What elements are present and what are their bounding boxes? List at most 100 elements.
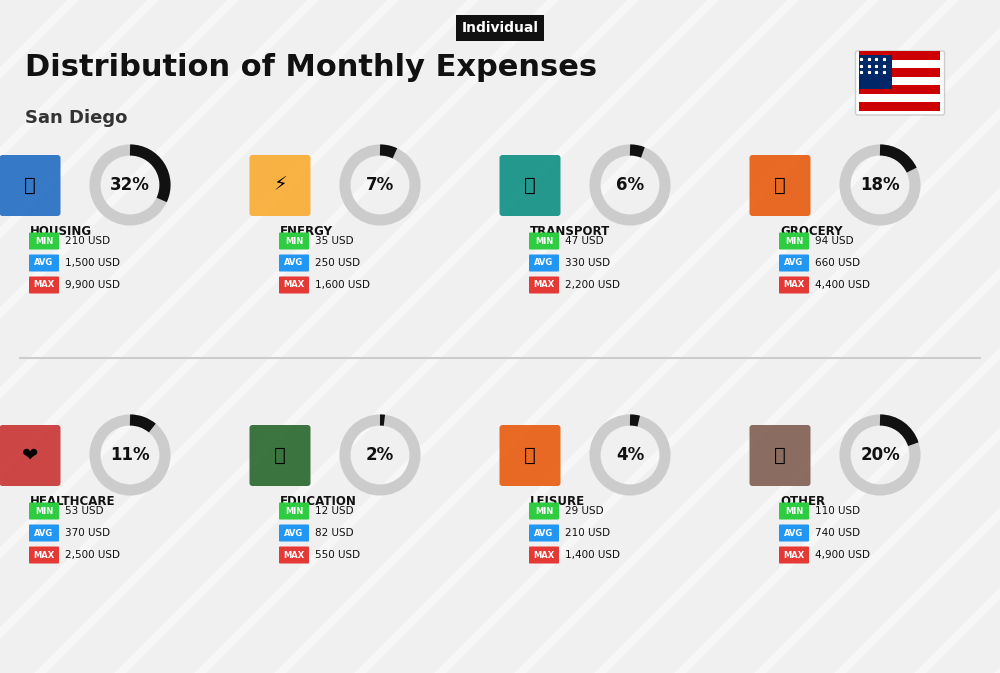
- Text: AVG: AVG: [534, 258, 554, 267]
- Text: 32%: 32%: [110, 176, 150, 194]
- FancyBboxPatch shape: [859, 85, 940, 94]
- Text: ❤: ❤: [22, 446, 38, 464]
- Text: GROCERY: GROCERY: [780, 225, 842, 238]
- Text: 4,900 USD: 4,900 USD: [815, 550, 870, 560]
- FancyBboxPatch shape: [29, 503, 59, 520]
- Text: 1,600 USD: 1,600 USD: [315, 280, 370, 290]
- Text: AVG: AVG: [34, 528, 54, 538]
- FancyBboxPatch shape: [0, 425, 61, 486]
- Text: 35 USD: 35 USD: [315, 236, 354, 246]
- FancyBboxPatch shape: [29, 254, 59, 271]
- FancyBboxPatch shape: [499, 425, 560, 486]
- FancyBboxPatch shape: [779, 254, 809, 271]
- Text: ⚡: ⚡: [273, 176, 287, 194]
- FancyBboxPatch shape: [529, 232, 559, 250]
- FancyBboxPatch shape: [279, 546, 309, 563]
- Text: 6%: 6%: [616, 176, 644, 194]
- Text: Distribution of Monthly Expenses: Distribution of Monthly Expenses: [25, 53, 597, 83]
- Text: 110 USD: 110 USD: [815, 506, 860, 516]
- Text: 1,500 USD: 1,500 USD: [65, 258, 120, 268]
- FancyBboxPatch shape: [859, 60, 940, 68]
- Text: MAX: MAX: [783, 551, 805, 559]
- Text: 🎓: 🎓: [274, 446, 286, 464]
- Text: 🛒: 🛒: [774, 176, 786, 194]
- Text: HEALTHCARE: HEALTHCARE: [30, 495, 116, 508]
- Text: Individual: Individual: [462, 21, 538, 35]
- Text: AVG: AVG: [784, 528, 804, 538]
- Text: MAX: MAX: [533, 551, 555, 559]
- Text: AVG: AVG: [284, 258, 304, 267]
- Text: HOUSING: HOUSING: [30, 225, 92, 238]
- FancyBboxPatch shape: [529, 254, 559, 271]
- FancyBboxPatch shape: [779, 503, 809, 520]
- Text: MIN: MIN: [785, 236, 803, 246]
- FancyBboxPatch shape: [779, 277, 809, 293]
- FancyBboxPatch shape: [779, 546, 809, 563]
- Text: MIN: MIN: [535, 507, 553, 516]
- Text: EDUCATION: EDUCATION: [280, 495, 357, 508]
- FancyBboxPatch shape: [529, 524, 559, 542]
- Text: AVG: AVG: [284, 528, 304, 538]
- Text: 29 USD: 29 USD: [565, 506, 604, 516]
- Text: 20%: 20%: [860, 446, 900, 464]
- Text: 4%: 4%: [616, 446, 644, 464]
- FancyBboxPatch shape: [29, 524, 59, 542]
- FancyBboxPatch shape: [529, 546, 559, 563]
- FancyBboxPatch shape: [279, 524, 309, 542]
- FancyBboxPatch shape: [279, 254, 309, 271]
- Text: 82 USD: 82 USD: [315, 528, 354, 538]
- FancyBboxPatch shape: [0, 155, 61, 216]
- FancyBboxPatch shape: [29, 277, 59, 293]
- Text: 2,500 USD: 2,500 USD: [65, 550, 120, 560]
- Text: 47 USD: 47 USD: [565, 236, 604, 246]
- Text: LEISURE: LEISURE: [530, 495, 585, 508]
- FancyBboxPatch shape: [29, 546, 59, 563]
- Text: 🚌: 🚌: [524, 176, 536, 194]
- FancyBboxPatch shape: [859, 51, 940, 60]
- Text: 330 USD: 330 USD: [565, 258, 610, 268]
- Text: 210 USD: 210 USD: [565, 528, 610, 538]
- FancyBboxPatch shape: [279, 277, 309, 293]
- Text: MIN: MIN: [35, 507, 53, 516]
- Text: MIN: MIN: [535, 236, 553, 246]
- Text: 9,900 USD: 9,900 USD: [65, 280, 120, 290]
- FancyBboxPatch shape: [279, 232, 309, 250]
- Text: 53 USD: 53 USD: [65, 506, 104, 516]
- FancyBboxPatch shape: [279, 503, 309, 520]
- FancyBboxPatch shape: [250, 155, 311, 216]
- Text: AVG: AVG: [534, 528, 554, 538]
- FancyBboxPatch shape: [529, 503, 559, 520]
- Text: 660 USD: 660 USD: [815, 258, 860, 268]
- FancyBboxPatch shape: [859, 55, 892, 90]
- Text: 370 USD: 370 USD: [65, 528, 110, 538]
- FancyBboxPatch shape: [750, 425, 810, 486]
- Text: MIN: MIN: [285, 507, 303, 516]
- Text: 94 USD: 94 USD: [815, 236, 854, 246]
- FancyBboxPatch shape: [250, 425, 311, 486]
- Text: AVG: AVG: [784, 258, 804, 267]
- Text: MIN: MIN: [285, 236, 303, 246]
- FancyBboxPatch shape: [779, 232, 809, 250]
- Text: 550 USD: 550 USD: [315, 550, 360, 560]
- Text: OTHER: OTHER: [780, 495, 825, 508]
- Text: San Diego: San Diego: [25, 109, 127, 127]
- Text: 18%: 18%: [860, 176, 900, 194]
- Text: 🛍: 🛍: [524, 446, 536, 464]
- Text: MAX: MAX: [33, 281, 55, 289]
- Text: 210 USD: 210 USD: [65, 236, 110, 246]
- FancyBboxPatch shape: [859, 102, 940, 111]
- FancyBboxPatch shape: [856, 51, 944, 115]
- FancyBboxPatch shape: [29, 232, 59, 250]
- Text: 740 USD: 740 USD: [815, 528, 860, 538]
- Text: 2%: 2%: [366, 446, 394, 464]
- FancyBboxPatch shape: [859, 94, 940, 102]
- FancyBboxPatch shape: [529, 277, 559, 293]
- Text: 1,400 USD: 1,400 USD: [565, 550, 620, 560]
- Text: MAX: MAX: [33, 551, 55, 559]
- Text: 12 USD: 12 USD: [315, 506, 354, 516]
- Text: MAX: MAX: [283, 551, 305, 559]
- FancyBboxPatch shape: [750, 155, 810, 216]
- FancyBboxPatch shape: [859, 77, 940, 85]
- Text: 7%: 7%: [366, 176, 394, 194]
- Text: MAX: MAX: [533, 281, 555, 289]
